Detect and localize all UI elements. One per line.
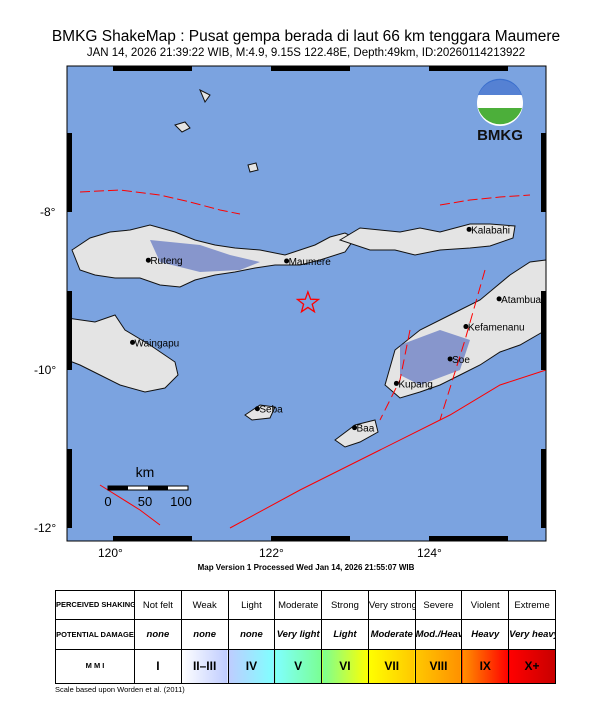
city-label: Kalabahi	[471, 225, 510, 236]
fault-lines	[79, 189, 547, 529]
scale-bar: km 0 50 100	[104, 464, 191, 509]
lat-label: -8°	[40, 205, 56, 219]
city-dot	[130, 339, 136, 345]
row-header: PERCEIVED SHAKING	[55, 589, 135, 621]
island-rote	[334, 419, 379, 448]
legend-damage-cell: none	[227, 619, 276, 650]
shakemap[interactable]: Ruteng Maumere Kalabahi Atambua Kefamenanu So…	[0, 0, 612, 560]
city-markers: Ruteng Maumere Kalabahi Atambua Kefamenanu So…	[130, 225, 542, 435]
mmi-row: M M I I II–III IV V VI VII VIII IX X+	[55, 648, 556, 685]
city-dot	[466, 226, 472, 232]
legend-mmi-cell: IX	[461, 648, 510, 685]
city-label: Soe	[452, 355, 470, 366]
legend-shaking-cell: Violent	[461, 589, 510, 621]
legend-shaking-cell: Not felt	[134, 589, 182, 621]
map-frame	[66, 65, 547, 542]
lat-label: -10°	[34, 363, 57, 377]
island-alor-pantar	[338, 223, 516, 256]
legend-mmi-cell: VI	[321, 648, 369, 685]
city-label: Kefamenanu	[468, 323, 525, 334]
scale-credit: Scale based upon Worden et al. (2011)	[55, 685, 185, 694]
legend-mmi-cell: I	[134, 648, 182, 685]
city-dot	[496, 296, 502, 302]
lon-label: 120°	[98, 546, 123, 560]
lon-label: 122°	[259, 546, 284, 560]
legend-shaking-cell: Weak	[180, 589, 229, 621]
epicenter-marker[interactable]	[295, 289, 321, 314]
city-label: Baa	[357, 424, 375, 435]
city-label: Kupang	[398, 379, 432, 390]
scale-tick: 50	[138, 494, 152, 509]
legend-shaking-cell: Light	[227, 589, 276, 621]
legend-mmi-cell: IV	[227, 648, 276, 685]
legend-damage-cell: none	[134, 619, 182, 650]
perceived-shaking-row: PERCEIVED SHAKING Not felt Weak Light Modera…	[55, 589, 556, 621]
legend-damage-cell: none	[180, 619, 229, 650]
city-dot	[393, 380, 399, 386]
map-version-note: Map Version 1 Processed Wed Jan 14, 2026…	[197, 563, 415, 572]
legend-damage-cell: Light	[321, 619, 369, 650]
scale-tick: 0	[104, 494, 111, 509]
legend-damage-cell: Mod./Heavy	[414, 619, 463, 650]
legend-shaking-cell: Severe	[414, 589, 463, 621]
island-sumba	[66, 314, 179, 393]
city-dot	[284, 258, 290, 264]
islands-north	[174, 88, 259, 173]
city-dot	[447, 356, 453, 362]
legend-damage-cell: Very light	[274, 619, 323, 650]
scale-tick: 100	[170, 494, 192, 509]
map-title: BMKG ShakeMap : Pusat gempa berada di la…	[51, 28, 561, 45]
city-label: Waingapu	[135, 338, 180, 349]
shaded-intensity	[150, 240, 470, 385]
legend-mmi-cell: X+	[508, 648, 556, 685]
sea	[67, 66, 546, 541]
legend-shaking-cell: Strong	[321, 589, 369, 621]
lon-label: 124°	[417, 546, 442, 560]
city-label: Seba	[259, 405, 283, 416]
legend-shaking-cell: Extreme	[508, 589, 556, 621]
city-dot	[463, 324, 469, 330]
legend-mmi-cell: VII	[367, 648, 416, 685]
city-label: Atambua	[501, 295, 541, 306]
event-details: JAN 14, 2026 21:39:22 WIB, M:4.9, 9.15S …	[86, 47, 526, 59]
city-dot	[254, 406, 260, 412]
legend-shaking-cell: Moderate	[274, 589, 323, 621]
city-dot	[352, 425, 358, 431]
legend-damage-cell: Moderate	[367, 619, 416, 650]
legend-mmi-cell: V	[274, 648, 323, 685]
legend-shaking-cell: Very strong	[367, 589, 416, 621]
potential-damage-row: POTENTIAL DAMAGE none none none Very light Li…	[55, 619, 556, 650]
bmkg-logo-text: BMKG	[477, 127, 523, 144]
scale-unit: km	[136, 464, 155, 480]
star-icon[interactable]	[295, 289, 321, 314]
lat-label: -12°	[34, 521, 57, 535]
legend-damage-cell: Very heavy	[508, 619, 556, 650]
city-dot	[145, 257, 151, 263]
legend-mmi-cell: VIII	[414, 648, 463, 685]
city-label: Ruteng	[150, 256, 182, 267]
row-header: M M I	[55, 648, 135, 685]
city-label: Maumere	[289, 257, 332, 268]
legend-mmi-cell: II–III	[180, 648, 229, 685]
mmi-legend-table: PERCEIVED SHAKING Not felt Weak Light Modera…	[55, 589, 556, 685]
legend-damage-cell: Heavy	[461, 619, 510, 650]
bmkg-logo: BMKG	[477, 78, 523, 144]
row-header: POTENTIAL DAMAGE	[55, 619, 135, 650]
